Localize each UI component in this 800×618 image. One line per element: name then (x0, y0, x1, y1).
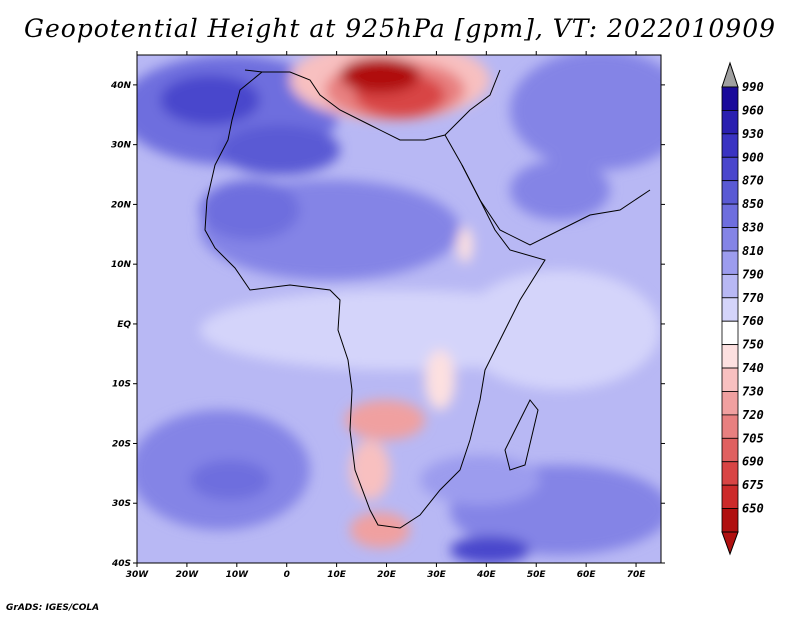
lon-tick-label: 70E (627, 570, 647, 580)
lon-tick-label: 10E (327, 570, 347, 580)
colorbar: 990 960 930 900 870 850 830 810 790 770 760 750 740 7… (721, 61, 764, 556)
colorbar-level-label: 810 (742, 244, 764, 258)
colorbar-level-label: 750 (742, 338, 764, 352)
colorbar-level-label: 650 (742, 502, 764, 516)
lat-tick-label: 30N (111, 141, 132, 151)
colorbar-swatch (721, 437, 739, 463)
plot-title: Geopotential Height at 925hPa [gpm], VT:… (23, 14, 777, 43)
colorbar-level-label: 690 (742, 455, 764, 469)
colorbar-swatch (721, 250, 739, 275)
colorbar-swatch (721, 156, 739, 182)
lat-tick-label: 10S (112, 380, 131, 390)
colorbar-swatch (721, 86, 739, 111)
colorbar-swatch (721, 391, 739, 416)
colorbar-level-label: 870 (742, 174, 764, 188)
lon-tick-label: 30E (427, 570, 447, 580)
colorbar-level-label: 960 (742, 103, 764, 117)
geopotential-field (137, 55, 661, 563)
colorbar-level-label: 850 (742, 197, 764, 211)
colorbar-level-label: 990 (742, 80, 764, 94)
colorbar-swatch (721, 297, 739, 322)
colorbar-swatch (721, 203, 739, 228)
lat-tick-label: 20S (112, 439, 131, 449)
lon-tick-label: 60E (577, 570, 597, 580)
longitude-axis: 30W 20W 10W 0 10E 20E 30E 40E 50E 60E 70E (126, 51, 646, 580)
colorbar-level-label: 770 (742, 291, 764, 305)
colorbar-level-label: 900 (742, 150, 764, 164)
lon-tick-label: 20W (176, 570, 200, 580)
lon-tick-label: 20E (377, 570, 397, 580)
colorbar-swatch (721, 320, 739, 346)
lat-tick-label: 30S (112, 499, 131, 509)
colorbar-level-label: 675 (742, 478, 764, 492)
colorbar-level-label: 930 (742, 127, 764, 141)
lon-tick-label: 30W (126, 570, 150, 580)
lon-tick-label: 10W (226, 570, 250, 580)
colorbar-swatch (721, 414, 739, 439)
coastlines (204, 69, 651, 529)
colorbar-level-label: 705 (742, 431, 764, 445)
colorbar-swatch (721, 461, 739, 486)
map-frame (136, 54, 662, 564)
colorbar-swatch (721, 484, 739, 509)
lon-tick-label: 50E (527, 570, 547, 580)
colorbar-swatch (721, 273, 739, 299)
colorbar-swatch (721, 367, 739, 392)
lat-tick-label: 40N (110, 81, 132, 91)
colorbar-level-label: 760 (742, 314, 764, 328)
colorbar-level-label: 830 (742, 221, 764, 235)
colorbar-swatch (721, 508, 739, 533)
colorbar-level-label: 740 (742, 361, 764, 375)
lat-tick-label: 40S (111, 559, 131, 569)
colorbar-level-label: 720 (742, 408, 764, 422)
lat-tick-label: 10N (111, 260, 132, 270)
lon-tick-label: 40E (476, 570, 497, 580)
colorbar-swatch (721, 110, 739, 135)
lat-tick-label: 20N (111, 200, 132, 210)
colorbar-swatch (721, 227, 739, 252)
colorbar-bottom-arrow (721, 531, 739, 556)
colorbar-swatch (721, 344, 739, 369)
credit-label: GrADS: IGES/COLA (6, 603, 100, 613)
colorbar-swatch (721, 133, 739, 158)
colorbar-level-label: 730 (742, 384, 764, 398)
colorbar-level-label: 790 (742, 267, 764, 281)
colorbar-swatch (721, 180, 739, 205)
lon-tick-label: 0 (284, 570, 290, 580)
latitude-axis: 40N 30N 20N 10N EQ 10S 20S 30S 40S (110, 81, 665, 569)
lat-tick-label: EQ (117, 320, 131, 330)
colorbar-top-arrow (721, 61, 739, 88)
